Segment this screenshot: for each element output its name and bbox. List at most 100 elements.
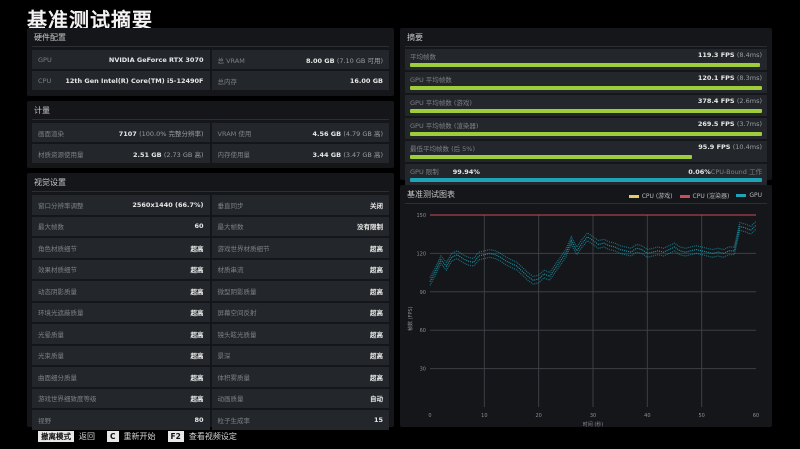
hardware-ram: 总内存 16.00 GB <box>211 71 389 90</box>
footer-hints: 撤离模式 返回 C 重新开始 F2 查看视频设定 <box>38 431 249 442</box>
setting-value: 超高 <box>370 309 383 318</box>
svg-text:60: 60 <box>753 413 759 419</box>
gpu-limit-bar <box>410 178 762 182</box>
setting-value: 超高 <box>190 309 204 318</box>
setting-label: 窗口分辨率调整 <box>38 201 84 210</box>
fps-bar <box>410 86 762 90</box>
c-key-hint[interactable]: C <box>107 431 119 442</box>
legend-cpu-game: CPU (游戏) <box>628 191 673 200</box>
setting-value: 超高 <box>190 395 204 404</box>
fps-bar <box>410 63 761 67</box>
svg-text:帧数 (FPS): 帧数 (FPS) <box>407 306 414 331</box>
setting-value: 超高 <box>190 352 204 361</box>
setting-value: 80 <box>194 415 204 424</box>
setting-value: 没有限制 <box>357 223 383 232</box>
setting-value: 超高 <box>370 373 383 382</box>
setting-value: 超高 <box>190 373 204 382</box>
visual-setting-row: 微型阴影质量 超高 <box>211 281 389 301</box>
metric-texture-usage: 材质资源使用量 2.51 GB (2.73 GB 高) <box>32 144 210 163</box>
summary-value: 269.5 FPS (3.7ms) <box>697 120 762 128</box>
hardware-panel-title: 硬件配置 <box>32 28 389 47</box>
summary-label: 最低平均帧数 (后 5%) <box>410 145 476 153</box>
setting-label: 游戏世界材质细节 <box>217 244 270 253</box>
setting-label: 屏幕空间反射 <box>217 309 257 318</box>
setting-value: 超高 <box>190 330 204 339</box>
setting-label: 微型阴影质量 <box>217 287 257 296</box>
svg-text:30: 30 <box>420 367 426 373</box>
visual-setting-row: 动态阴影质量 超高 <box>32 281 210 301</box>
setting-label: 游戏世界细致度等级 <box>38 395 97 404</box>
fps-bar <box>410 109 762 113</box>
view-video-settings-label[interactable]: 查看视频设定 <box>188 432 237 441</box>
svg-text:60: 60 <box>420 328 426 334</box>
setting-label: 景深 <box>217 352 231 361</box>
visual-setting-row: 游戏世界材质细节 超高 <box>211 238 389 258</box>
setting-label: 曲面细分质量 <box>38 373 77 382</box>
setting-value: 自动 <box>370 395 383 404</box>
visual-setting-row: 材质串流 超高 <box>211 259 389 279</box>
setting-value: 2560x1440 (66.7%) <box>132 200 204 209</box>
hardware-panel: 硬件配置 GPU NVIDIA GeForce RTX 3070 总 VRAM 8.… <box>27 28 394 96</box>
summary-label: 平均帧数 <box>410 53 436 61</box>
legend-cpu-renderer: CPU (渲染器) <box>679 191 729 200</box>
visual-setting-row: 光晕质量 超高 <box>32 324 210 344</box>
svg-text:时间 (秒): 时间 (秒) <box>583 421 604 427</box>
setting-label: 体积雾质量 <box>217 373 251 382</box>
summary-row: 最低平均帧数 (后 5%) 95.9 FPS (10.4ms) <box>405 141 767 162</box>
setting-label: 镜头眩光质量 <box>217 330 257 339</box>
f2-key-hint[interactable]: F2 <box>167 431 184 442</box>
setting-value: 超高 <box>370 266 383 275</box>
cpu-bound-percent: 0.06% <box>688 168 711 176</box>
setting-label: 动画质量 <box>217 395 244 404</box>
visual-setting-row: 景深 超高 <box>211 345 389 365</box>
setting-value: 超高 <box>370 287 383 296</box>
summary-row: GPU 平均帧数 120.1 FPS (8.3ms) <box>405 72 767 93</box>
setting-label: 动态阴影质量 <box>38 287 77 296</box>
visual-setting-row: 环境光遮蔽质量 超高 <box>32 302 210 322</box>
setting-value: 超高 <box>190 266 204 275</box>
svg-text:30: 30 <box>590 413 596 419</box>
summary-row: GPU 平均帧数 (渲染器) 269.5 FPS (3.7ms) <box>405 118 767 139</box>
setting-value: 超高 <box>190 287 204 296</box>
visual-setting-row: 垂直同步 关闭 <box>211 195 389 215</box>
summary-label: GPU 平均帧数 (渲染器) <box>410 122 479 130</box>
summary-value: 95.9 FPS (10.4ms) <box>698 143 762 151</box>
summary-value: 378.4 FPS (2.6ms) <box>697 97 762 105</box>
visual-setting-row: 游戏世界细致度等级 超高 <box>32 388 210 408</box>
setting-value: 超高 <box>370 330 383 339</box>
hardware-gpu: GPU NVIDIA GeForce RTX 3070 <box>32 50 210 69</box>
metric-frames-rendered: 画面渲染 7107 (100.0% 完整分辨率) <box>32 123 210 142</box>
summary-row: GPU 平均帧数 (游戏) 378.4 FPS (2.6ms) <box>405 95 767 116</box>
chart-title: 基准测试图表 <box>405 185 767 204</box>
restart-label[interactable]: 重新开始 <box>123 432 156 441</box>
visual-setting-row: 视野 80 <box>32 410 210 430</box>
back-label[interactable]: 返回 <box>79 432 95 441</box>
visual-setting-row: 窗口分辨率调整 2560x1440 (66.7%) <box>32 195 210 215</box>
svg-text:40: 40 <box>644 413 650 419</box>
setting-label: 效果材质细节 <box>38 266 77 275</box>
svg-text:50: 50 <box>698 413 704 419</box>
hardware-cpu: CPU 12th Gen Intel(R) Core(TM) i5-12490F <box>32 71 210 90</box>
chart-panel: 基准测试图表 CPU (游戏) CPU (渲染器) GPU 30 60 90 120 1… <box>400 185 772 427</box>
chart-legend: CPU (游戏) CPU (渲染器) GPU <box>628 191 762 200</box>
setting-label: 材质串流 <box>217 266 244 275</box>
setting-value: 超高 <box>370 244 383 253</box>
svg-text:90: 90 <box>420 290 426 296</box>
summary-row: 平均帧数 119.3 FPS (8.4ms) <box>405 49 767 70</box>
visual-settings-title: 视觉设置 <box>32 173 389 192</box>
setting-value: 关闭 <box>370 201 383 210</box>
visual-settings-panel: 视觉设置 窗口分辨率调整 2560x1440 (66.7%) 垂直同步 关闭 最大帧数 6… <box>27 173 394 430</box>
setting-label: 光束质量 <box>38 352 64 361</box>
setting-label: 角色材质细节 <box>38 244 77 253</box>
visual-setting-row: 屏幕空间反射 超高 <box>211 302 389 322</box>
escape-key-hint[interactable]: 撤离模式 <box>38 431 74 442</box>
metric-vram-usage: VRAM 使用 4.56 GB (4.79 GB 高) <box>211 123 389 142</box>
summary-label: GPU 平均帧数 <box>410 76 452 84</box>
visual-setting-row: 效果材质细节 超高 <box>32 259 210 279</box>
summary-value: 119.3 FPS (8.4ms) <box>697 51 762 59</box>
setting-value: 超高 <box>370 352 383 361</box>
visual-setting-row: 角色材质细节 超高 <box>32 238 210 258</box>
visual-setting-row: 光束质量 超高 <box>32 345 210 365</box>
summary-label: GPU 平均帧数 (游戏) <box>410 99 472 107</box>
fps-bar <box>410 132 762 136</box>
